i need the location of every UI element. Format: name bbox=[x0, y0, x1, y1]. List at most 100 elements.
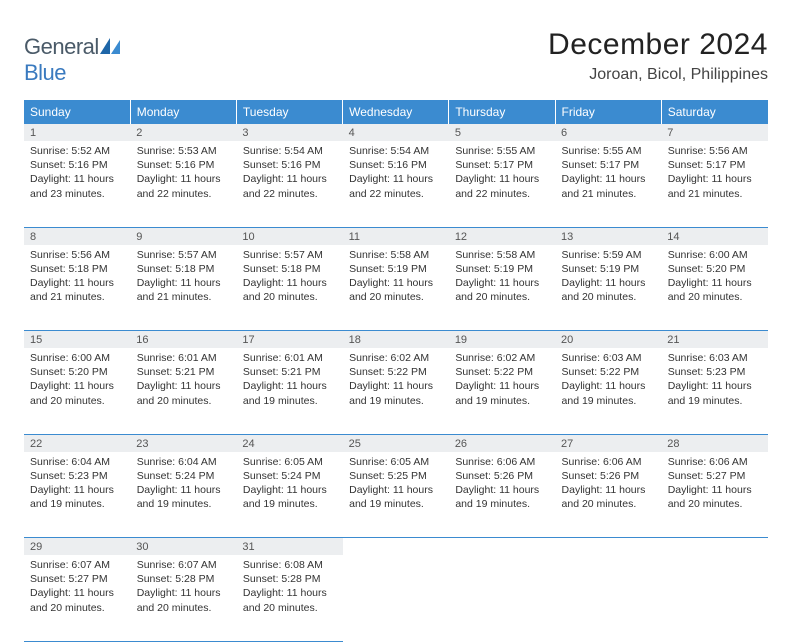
day-cell bbox=[449, 555, 555, 641]
daylight-text-2: and 19 minutes. bbox=[455, 497, 548, 511]
day-cell: Sunrise: 6:08 AMSunset: 5:28 PMDaylight:… bbox=[236, 555, 342, 641]
day-number-cell: 31 bbox=[236, 538, 342, 556]
weekday-header: Wednesday bbox=[343, 100, 449, 124]
daylight-text-2: and 19 minutes. bbox=[349, 394, 442, 408]
daylight-text-1: Daylight: 11 hours bbox=[349, 276, 442, 290]
weekday-header: Thursday bbox=[449, 100, 555, 124]
day-cell-body: Sunrise: 6:02 AMSunset: 5:22 PMDaylight:… bbox=[343, 348, 448, 414]
daylight-text-2: and 22 minutes. bbox=[455, 187, 548, 201]
daylight-text-2: and 20 minutes. bbox=[562, 290, 655, 304]
sunrise-text: Sunrise: 6:08 AM bbox=[243, 558, 336, 572]
sunset-text: Sunset: 5:28 PM bbox=[137, 572, 230, 586]
daylight-text-2: and 19 minutes. bbox=[562, 394, 655, 408]
sunset-text: Sunset: 5:27 PM bbox=[30, 572, 124, 586]
day-cell-body: Sunrise: 6:06 AMSunset: 5:26 PMDaylight:… bbox=[449, 452, 554, 518]
day-cell-body: Sunrise: 5:57 AMSunset: 5:18 PMDaylight:… bbox=[131, 245, 236, 311]
daylight-text-1: Daylight: 11 hours bbox=[349, 172, 442, 186]
sunrise-text: Sunrise: 6:02 AM bbox=[455, 351, 548, 365]
day-cell: Sunrise: 6:05 AMSunset: 5:25 PMDaylight:… bbox=[343, 452, 449, 538]
daylight-text-2: and 20 minutes. bbox=[137, 394, 230, 408]
sunset-text: Sunset: 5:25 PM bbox=[349, 469, 442, 483]
day-cell-body: Sunrise: 5:54 AMSunset: 5:16 PMDaylight:… bbox=[237, 141, 342, 207]
daylight-text-1: Daylight: 11 hours bbox=[137, 483, 230, 497]
daylight-text-2: and 22 minutes. bbox=[137, 187, 230, 201]
day-cell: Sunrise: 5:54 AMSunset: 5:16 PMDaylight:… bbox=[236, 141, 342, 227]
day-cell: Sunrise: 5:57 AMSunset: 5:18 PMDaylight:… bbox=[130, 245, 236, 331]
day-number-cell: 8 bbox=[24, 227, 130, 245]
sunrise-text: Sunrise: 5:57 AM bbox=[243, 248, 336, 262]
calendar-table: Sunday Monday Tuesday Wednesday Thursday… bbox=[24, 100, 768, 642]
day-cell: Sunrise: 6:00 AMSunset: 5:20 PMDaylight:… bbox=[24, 348, 130, 434]
daylight-text-2: and 20 minutes. bbox=[562, 497, 655, 511]
daylight-text-1: Daylight: 11 hours bbox=[243, 483, 336, 497]
daylight-text-1: Daylight: 11 hours bbox=[30, 379, 124, 393]
daylight-text-2: and 20 minutes. bbox=[243, 601, 336, 615]
daylight-text-1: Daylight: 11 hours bbox=[30, 172, 124, 186]
daylight-text-1: Daylight: 11 hours bbox=[455, 172, 548, 186]
sunrise-text: Sunrise: 5:52 AM bbox=[30, 144, 124, 158]
day-number-cell: 26 bbox=[449, 434, 555, 452]
day-cell: Sunrise: 6:06 AMSunset: 5:27 PMDaylight:… bbox=[661, 452, 767, 538]
day-cell: Sunrise: 6:07 AMSunset: 5:28 PMDaylight:… bbox=[130, 555, 236, 641]
sunrise-text: Sunrise: 6:06 AM bbox=[455, 455, 548, 469]
day-number-row: 22232425262728 bbox=[24, 434, 768, 452]
logo-sail-icon bbox=[100, 38, 120, 54]
day-cell: Sunrise: 5:55 AMSunset: 5:17 PMDaylight:… bbox=[555, 141, 661, 227]
day-cell-body: Sunrise: 6:03 AMSunset: 5:22 PMDaylight:… bbox=[556, 348, 661, 414]
daylight-text-2: and 19 minutes. bbox=[243, 497, 336, 511]
day-cell-body: Sunrise: 6:06 AMSunset: 5:26 PMDaylight:… bbox=[556, 452, 661, 518]
day-number-cell bbox=[449, 538, 555, 556]
day-cell: Sunrise: 6:03 AMSunset: 5:23 PMDaylight:… bbox=[661, 348, 767, 434]
day-number-cell: 21 bbox=[661, 331, 767, 349]
day-cell bbox=[343, 555, 449, 641]
title-block: December 2024 Joroan, Bicol, Philippines bbox=[548, 28, 768, 84]
daylight-text-1: Daylight: 11 hours bbox=[562, 483, 655, 497]
daylight-text-2: and 19 minutes. bbox=[668, 394, 761, 408]
sunset-text: Sunset: 5:16 PM bbox=[30, 158, 124, 172]
day-cell: Sunrise: 5:54 AMSunset: 5:16 PMDaylight:… bbox=[343, 141, 449, 227]
daylight-text-1: Daylight: 11 hours bbox=[562, 172, 655, 186]
sunrise-text: Sunrise: 6:04 AM bbox=[30, 455, 124, 469]
weekday-header: Sunday bbox=[24, 100, 130, 124]
day-number-cell: 9 bbox=[130, 227, 236, 245]
day-number-cell: 20 bbox=[555, 331, 661, 349]
sunrise-text: Sunrise: 6:07 AM bbox=[137, 558, 230, 572]
day-number-cell: 14 bbox=[661, 227, 767, 245]
sunrise-text: Sunrise: 6:00 AM bbox=[668, 248, 761, 262]
daylight-text-1: Daylight: 11 hours bbox=[455, 379, 548, 393]
daylight-text-1: Daylight: 11 hours bbox=[243, 379, 336, 393]
day-number-cell: 4 bbox=[343, 124, 449, 141]
daylight-text-1: Daylight: 11 hours bbox=[137, 276, 230, 290]
sunset-text: Sunset: 5:22 PM bbox=[455, 365, 548, 379]
sunset-text: Sunset: 5:20 PM bbox=[30, 365, 124, 379]
day-number-row: 293031 bbox=[24, 538, 768, 556]
daylight-text-1: Daylight: 11 hours bbox=[668, 483, 761, 497]
sunrise-text: Sunrise: 5:54 AM bbox=[349, 144, 442, 158]
sunrise-text: Sunrise: 5:56 AM bbox=[30, 248, 124, 262]
day-cell: Sunrise: 6:02 AMSunset: 5:22 PMDaylight:… bbox=[449, 348, 555, 434]
weekday-header: Monday bbox=[130, 100, 236, 124]
day-cell: Sunrise: 6:00 AMSunset: 5:20 PMDaylight:… bbox=[661, 245, 767, 331]
day-cell: Sunrise: 6:07 AMSunset: 5:27 PMDaylight:… bbox=[24, 555, 130, 641]
day-number-row: 15161718192021 bbox=[24, 331, 768, 349]
day-cell: Sunrise: 5:57 AMSunset: 5:18 PMDaylight:… bbox=[236, 245, 342, 331]
week-row: Sunrise: 6:00 AMSunset: 5:20 PMDaylight:… bbox=[24, 348, 768, 434]
day-cell-body: Sunrise: 6:08 AMSunset: 5:28 PMDaylight:… bbox=[237, 555, 342, 621]
day-number-cell: 1 bbox=[24, 124, 130, 141]
daylight-text-2: and 20 minutes. bbox=[668, 497, 761, 511]
sunrise-text: Sunrise: 6:06 AM bbox=[562, 455, 655, 469]
day-number-cell: 6 bbox=[555, 124, 661, 141]
sunset-text: Sunset: 5:18 PM bbox=[243, 262, 336, 276]
day-cell: Sunrise: 6:02 AMSunset: 5:22 PMDaylight:… bbox=[343, 348, 449, 434]
weekday-header-row: Sunday Monday Tuesday Wednesday Thursday… bbox=[24, 100, 768, 124]
daylight-text-1: Daylight: 11 hours bbox=[137, 379, 230, 393]
day-number-cell: 24 bbox=[236, 434, 342, 452]
day-cell-body: Sunrise: 6:00 AMSunset: 5:20 PMDaylight:… bbox=[24, 348, 130, 414]
page-header: General Blue December 2024 Joroan, Bicol… bbox=[24, 28, 768, 86]
daylight-text-1: Daylight: 11 hours bbox=[562, 379, 655, 393]
sunrise-text: Sunrise: 5:57 AM bbox=[137, 248, 230, 262]
sunrise-text: Sunrise: 5:55 AM bbox=[562, 144, 655, 158]
daylight-text-2: and 21 minutes. bbox=[668, 187, 761, 201]
day-cell: Sunrise: 6:01 AMSunset: 5:21 PMDaylight:… bbox=[236, 348, 342, 434]
daylight-text-1: Daylight: 11 hours bbox=[455, 276, 548, 290]
